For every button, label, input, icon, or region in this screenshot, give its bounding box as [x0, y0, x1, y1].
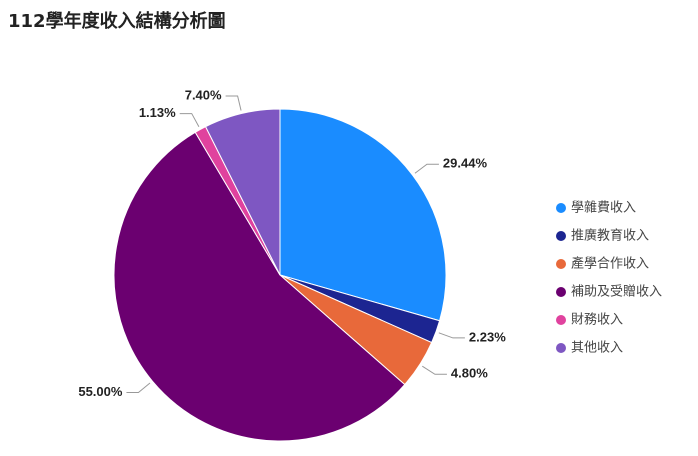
legend-label: 學雜費收入 [571, 201, 636, 216]
pie-slice [113, 131, 406, 442]
legend-label: 產學合作收入 [571, 256, 649, 272]
chart-title: 112學年度收入結構分析圖 [8, 10, 226, 32]
legend-marker [556, 259, 566, 269]
value-label: 1.13% [139, 105, 176, 120]
legend-label: 推廣教育收入 [571, 228, 649, 244]
leader-line [179, 113, 200, 127]
leader-line [225, 95, 242, 111]
leader-line [438, 332, 465, 339]
value-label: 4.80% [451, 366, 488, 381]
legend-label: 財務收入 [571, 313, 623, 328]
leader-line [126, 382, 151, 394]
value-label: 7.40% [185, 87, 222, 102]
leader-line [414, 163, 439, 174]
legend-marker [556, 343, 566, 353]
value-label: 29.44% [443, 156, 488, 171]
pie-slice [204, 108, 281, 276]
legend-marker [556, 315, 566, 325]
legend-marker [556, 287, 566, 297]
value-label: 55.00% [78, 384, 123, 399]
legend-label: 其他收入 [571, 341, 623, 356]
pie-slice [279, 108, 447, 322]
value-label: 2.23% [469, 329, 506, 344]
legend-marker [556, 203, 566, 213]
legend-label: 補助及受贈收入 [571, 284, 662, 300]
leader-line [422, 365, 447, 375]
legend-marker [556, 231, 566, 241]
